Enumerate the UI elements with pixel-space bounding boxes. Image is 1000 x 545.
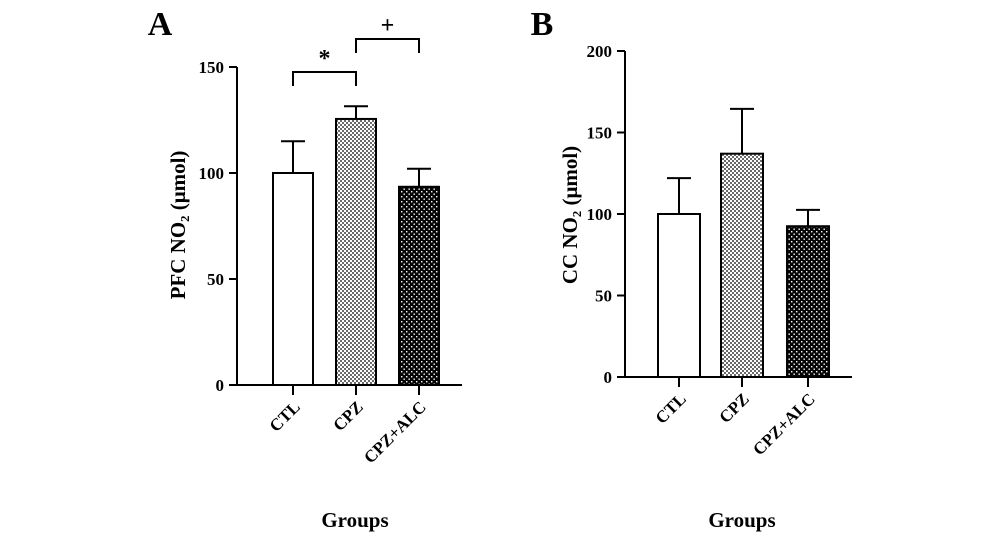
significance-bracket	[292, 71, 357, 86]
bar-ctl	[657, 213, 701, 378]
x-tick-label: CPZ	[715, 389, 752, 426]
x-tick-label: CPZ+ALC	[360, 397, 430, 467]
y-tick-label: 150	[199, 58, 225, 77]
y-tick-label: 0	[604, 368, 613, 387]
y-tick-label: 150	[587, 124, 613, 143]
bar-cpz-alc	[786, 225, 830, 378]
y-axis-label: CC NO₂ (μmol)	[558, 146, 582, 284]
bar-cpz	[335, 117, 377, 386]
y-tick-label: 100	[587, 205, 613, 224]
panel-label: A	[148, 6, 173, 43]
x-axis-label: Groups	[708, 508, 775, 532]
y-axis-label: PFC NO₂ (μmol)	[166, 151, 190, 300]
significance-bracket	[355, 38, 420, 53]
y-tick-label: 50	[207, 270, 224, 289]
panel-label: B	[531, 6, 554, 43]
x-axis-label: Groups	[321, 508, 388, 532]
x-tick-label: CPZ	[329, 397, 366, 434]
bar-cpz-alc	[398, 185, 440, 386]
y-tick-label: 0	[216, 376, 225, 395]
bar-ctl	[272, 172, 314, 386]
significance-marker: +	[381, 13, 395, 39]
x-tick-label: CTL	[652, 389, 690, 427]
y-tick-label: 200	[587, 42, 613, 61]
y-tick-label: 100	[199, 164, 225, 183]
x-tick-label: CTL	[266, 397, 304, 435]
x-tick-label: CPZ+ALC	[749, 389, 819, 459]
significance-marker: *	[319, 46, 331, 72]
bar-cpz	[720, 152, 764, 378]
y-tick-label: 50	[595, 287, 612, 306]
